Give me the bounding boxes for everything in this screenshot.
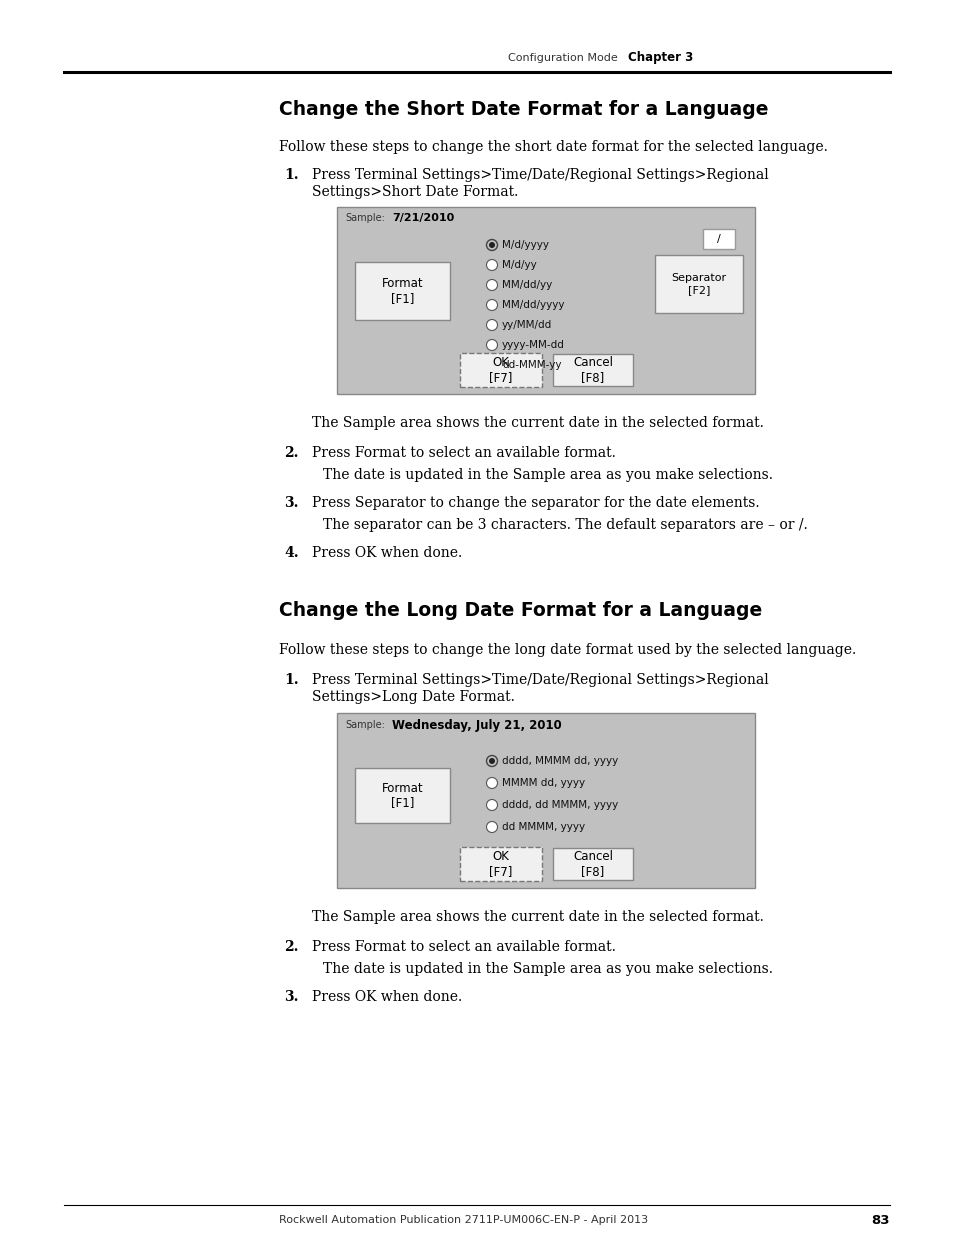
Text: Press Terminal Settings>Time/Date/Regional Settings>Regional: Press Terminal Settings>Time/Date/Region… (312, 673, 768, 687)
Text: Press Format to select an available format.: Press Format to select an available form… (312, 940, 616, 953)
Text: 7/21/2010: 7/21/2010 (392, 212, 454, 224)
Text: M/d/yyyy: M/d/yyyy (501, 240, 548, 249)
Text: M/d/yy: M/d/yy (501, 261, 537, 270)
Circle shape (486, 799, 497, 810)
Text: OK
[F7]: OK [F7] (489, 850, 512, 878)
Text: 1.: 1. (284, 168, 298, 182)
Text: MMMM dd, yyyy: MMMM dd, yyyy (501, 778, 584, 788)
Text: Press OK when done.: Press OK when done. (312, 990, 462, 1004)
Text: yy/MM/dd: yy/MM/dd (501, 320, 552, 330)
Circle shape (486, 300, 497, 310)
FancyBboxPatch shape (355, 768, 450, 823)
FancyBboxPatch shape (459, 847, 541, 881)
Text: Follow these steps to change the short date format for the selected language.: Follow these steps to change the short d… (278, 140, 827, 154)
FancyBboxPatch shape (553, 354, 633, 387)
Circle shape (486, 340, 497, 351)
Text: Format
[F1]: Format [F1] (381, 782, 423, 809)
Circle shape (486, 259, 497, 270)
Text: 2.: 2. (284, 940, 298, 953)
Text: dd-MMM-yy: dd-MMM-yy (501, 359, 561, 370)
Text: 2.: 2. (284, 446, 298, 459)
Text: Format
[F1]: Format [F1] (381, 277, 423, 305)
FancyBboxPatch shape (355, 262, 450, 320)
Text: Cancel
[F8]: Cancel [F8] (573, 356, 613, 384)
Text: /: / (717, 233, 720, 245)
Circle shape (486, 279, 497, 290)
FancyBboxPatch shape (336, 207, 754, 394)
Text: Press Separator to change the separator for the date elements.: Press Separator to change the separator … (312, 496, 759, 510)
Text: The Sample area shows the current date in the selected format.: The Sample area shows the current date i… (312, 910, 763, 924)
Text: Cancel
[F8]: Cancel [F8] (573, 850, 613, 878)
Text: The separator can be 3 characters. The default separators are – or /.: The separator can be 3 characters. The d… (323, 517, 807, 532)
Circle shape (489, 758, 495, 764)
Text: 1.: 1. (284, 673, 298, 687)
FancyBboxPatch shape (459, 353, 541, 387)
Text: 83: 83 (871, 1214, 889, 1226)
Text: dddd, MMMM dd, yyyy: dddd, MMMM dd, yyyy (501, 756, 618, 766)
Text: Sample:: Sample: (345, 720, 384, 730)
Text: Settings>Short Date Format.: Settings>Short Date Format. (312, 185, 517, 199)
Text: Separator
[F2]: Separator [F2] (671, 273, 726, 295)
Circle shape (489, 242, 495, 248)
Text: Rockwell Automation Publication 2711P-UM006C-EN-P - April 2013: Rockwell Automation Publication 2711P-UM… (278, 1215, 647, 1225)
Text: Sample:: Sample: (345, 212, 384, 224)
Text: Press OK when done.: Press OK when done. (312, 546, 462, 559)
Text: dddd, dd MMMM, yyyy: dddd, dd MMMM, yyyy (501, 800, 618, 810)
FancyBboxPatch shape (702, 228, 734, 249)
Circle shape (486, 821, 497, 832)
Text: dd MMMM, yyyy: dd MMMM, yyyy (501, 823, 584, 832)
Text: MM/dd/yy: MM/dd/yy (501, 280, 552, 290)
Text: Settings>Long Date Format.: Settings>Long Date Format. (312, 690, 515, 704)
Circle shape (486, 320, 497, 331)
Text: OK
[F7]: OK [F7] (489, 356, 512, 384)
Text: Change the Long Date Format for a Language: Change the Long Date Format for a Langua… (278, 601, 761, 620)
Text: yyyy-MM-dd: yyyy-MM-dd (501, 340, 564, 350)
FancyBboxPatch shape (655, 254, 742, 312)
Text: Change the Short Date Format for a Language: Change the Short Date Format for a Langu… (278, 100, 768, 119)
Text: Press Terminal Settings>Time/Date/Regional Settings>Regional: Press Terminal Settings>Time/Date/Region… (312, 168, 768, 182)
FancyBboxPatch shape (553, 848, 633, 881)
Circle shape (486, 359, 497, 370)
Text: 3.: 3. (284, 990, 298, 1004)
Text: The date is updated in the Sample area as you make selections.: The date is updated in the Sample area a… (323, 962, 772, 976)
FancyBboxPatch shape (336, 713, 754, 888)
Text: Press Format to select an available format.: Press Format to select an available form… (312, 446, 616, 459)
Text: 4.: 4. (284, 546, 298, 559)
Text: Chapter 3: Chapter 3 (627, 52, 693, 64)
Text: The date is updated in the Sample area as you make selections.: The date is updated in the Sample area a… (323, 468, 772, 482)
Circle shape (486, 778, 497, 788)
Text: Configuration Mode: Configuration Mode (508, 53, 618, 63)
Text: Follow these steps to change the long date format used by the selected language.: Follow these steps to change the long da… (278, 643, 856, 657)
Text: Wednesday, July 21, 2010: Wednesday, July 21, 2010 (392, 719, 561, 731)
Text: 3.: 3. (284, 496, 298, 510)
Text: MM/dd/yyyy: MM/dd/yyyy (501, 300, 564, 310)
Text: The Sample area shows the current date in the selected format.: The Sample area shows the current date i… (312, 416, 763, 430)
